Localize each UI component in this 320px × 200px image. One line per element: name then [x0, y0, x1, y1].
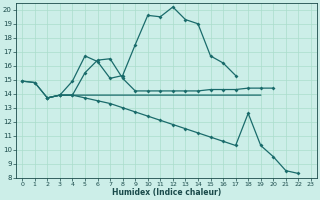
X-axis label: Humidex (Indice chaleur): Humidex (Indice chaleur)	[112, 188, 221, 197]
